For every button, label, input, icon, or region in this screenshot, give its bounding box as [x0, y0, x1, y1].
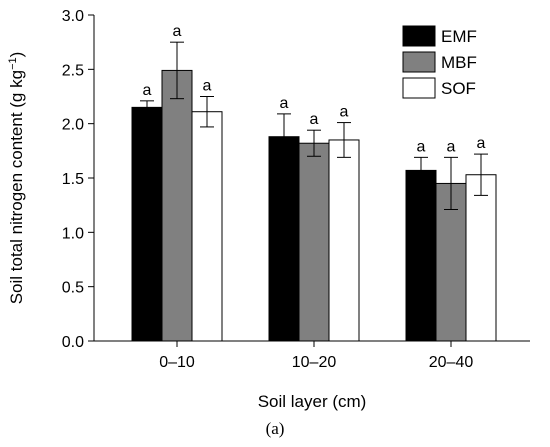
- bar-mbf-0–10: [161, 69, 193, 342]
- y-tick-label: 0.5: [62, 280, 84, 297]
- x-ticks: 0–10 10–20 20–40: [159, 341, 473, 371]
- y-tick-label: 1.0: [62, 225, 84, 242]
- significance-label: a: [417, 138, 426, 155]
- significance-label: a: [143, 82, 152, 99]
- bar-emf-20–40: [405, 169, 437, 342]
- significance-label: a: [447, 138, 456, 155]
- bar-sof-0–10: [191, 111, 223, 342]
- y-axis-title-main: Soil total nitrogen content (g kg: [7, 70, 26, 304]
- significance-label: a: [280, 95, 289, 112]
- y-tick-label: 1.5: [62, 171, 84, 188]
- legend: EMF MBF SOF: [402, 25, 477, 99]
- bar-emf-0–10: [131, 106, 163, 342]
- y-axis-title: Soil total nitrogen content (g kg−1): [7, 52, 26, 305]
- legend-label-sof: SOF: [441, 79, 476, 98]
- bar-emf-10–20: [268, 136, 300, 342]
- legend-label-emf: EMF: [441, 27, 477, 46]
- significance-label: a: [477, 135, 486, 152]
- significance-label: a: [310, 111, 319, 128]
- bar-sof-10–20: [328, 139, 360, 342]
- significance-label: a: [340, 104, 349, 121]
- legend-swatch-sof: [402, 77, 436, 99]
- bar-sof-20–40: [465, 174, 497, 342]
- significance-label: a: [203, 78, 212, 95]
- y-tick-label: 2.0: [62, 117, 84, 134]
- bars-layer: a a a a a a a a a: [131, 23, 497, 342]
- x-tick-label: 20–40: [429, 354, 474, 371]
- y-axis-title-end: ): [7, 52, 26, 58]
- figure-caption: (a): [266, 419, 285, 438]
- y-axis-title-sup: −1: [7, 57, 19, 70]
- significance-label: a: [173, 23, 182, 40]
- legend-swatch-emf: [402, 25, 436, 47]
- legend-swatch-mbf: [402, 51, 436, 73]
- x-axis-title: Soil layer (cm): [258, 392, 367, 411]
- y-ticks: 0.0 0.5 1.0 1.5 2.0 2.5 3.0: [62, 8, 94, 351]
- y-tick-label: 0.0: [62, 334, 84, 351]
- legend-label-mbf: MBF: [441, 53, 477, 72]
- bar-mbf-10–20: [298, 142, 330, 342]
- y-tick-label: 2.5: [62, 62, 84, 79]
- x-tick-label: 0–10: [159, 354, 195, 371]
- x-tick-label: 10–20: [292, 354, 337, 371]
- y-tick-label: 3.0: [62, 8, 84, 25]
